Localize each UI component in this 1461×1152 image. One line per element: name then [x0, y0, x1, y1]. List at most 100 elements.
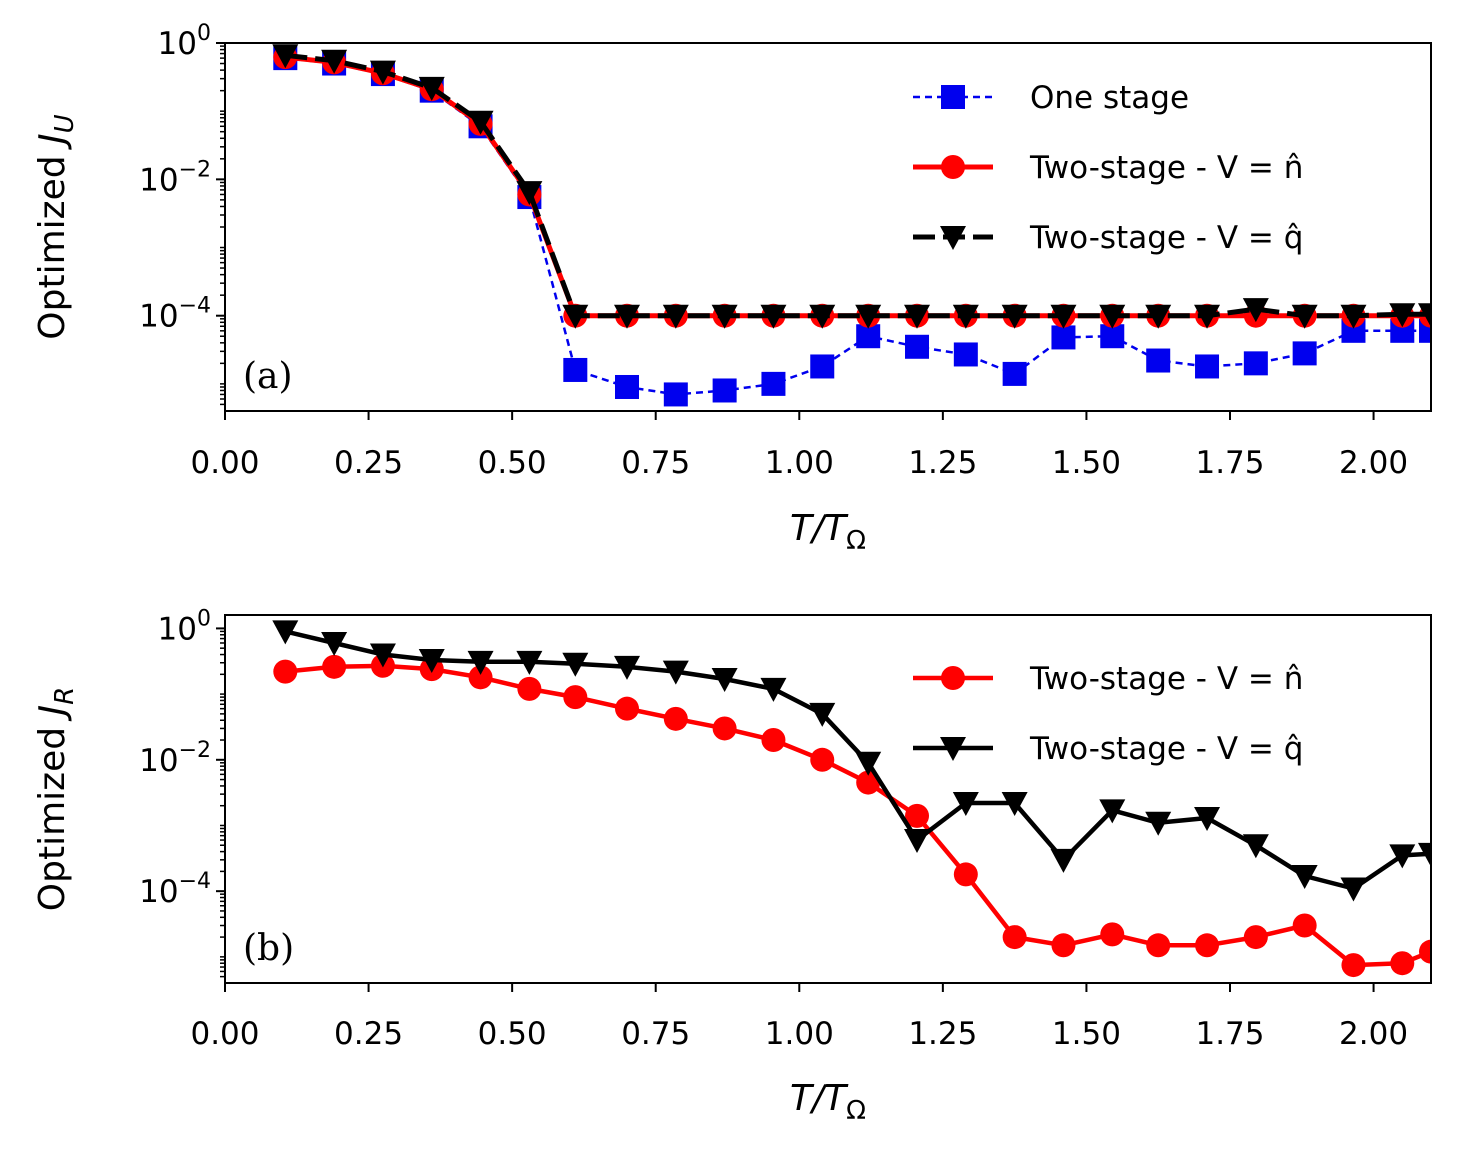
data-point: [905, 334, 930, 359]
data-point: [810, 354, 835, 379]
y-tick-label: 100: [158, 21, 211, 62]
data-point: [1291, 304, 1318, 329]
x-tick-label: 1.75: [1195, 1016, 1264, 1052]
data-point: [1002, 925, 1027, 950]
series-circle: [273, 653, 1431, 978]
legend-entry: Two-stage - V = q̂: [1029, 731, 1303, 767]
y-tick-label: 10−2: [139, 738, 211, 779]
data-point: [760, 677, 787, 702]
data-point: [711, 304, 738, 329]
data-point: [1146, 933, 1171, 958]
data-point: [711, 667, 738, 692]
legend-entry: Two-stage - V = n̂: [1029, 150, 1303, 186]
x-tick-label: 2.00: [1339, 445, 1408, 481]
legend-marker: [940, 737, 966, 761]
data-point: [1291, 865, 1318, 890]
legend: One stage Two-stage - V = n̂ Two-stage - V…: [913, 80, 1303, 256]
panel-label: (a): [243, 356, 293, 397]
data-point: [1051, 325, 1076, 350]
data-point: [1099, 799, 1126, 824]
data-point: [1002, 361, 1027, 386]
data-point: [761, 371, 786, 396]
data-point: [1390, 951, 1415, 976]
data-point: [1050, 304, 1077, 329]
series-triangle-down: [272, 620, 1431, 902]
data-point: [905, 803, 930, 828]
data-point: [760, 304, 787, 329]
data-point: [904, 829, 931, 854]
y-tick-label: 10−4: [139, 294, 211, 335]
data-point: [663, 706, 688, 731]
data-point: [369, 643, 396, 668]
data-point: [321, 631, 348, 656]
x-tick-label: 0.75: [621, 1016, 690, 1052]
data-point: [855, 751, 882, 776]
data-point: [712, 716, 737, 741]
x-axis-label: T/TΩ: [790, 1078, 866, 1126]
x-tick-label: 1.25: [908, 1016, 977, 1052]
legend-entry: Two-stage - V = n̂: [1029, 661, 1303, 697]
x-tick-label: 1.25: [908, 445, 977, 481]
data-point: [761, 728, 786, 753]
y-axis-label: Optimized JU: [32, 114, 80, 339]
legend-marker: [941, 155, 965, 179]
data-point: [562, 304, 589, 329]
data-point: [810, 747, 835, 772]
data-point: [273, 659, 298, 684]
x-tick-label: 0.00: [190, 1016, 259, 1052]
x-axis-label: T/TΩ: [790, 508, 866, 556]
data-point: [1242, 298, 1269, 323]
legend-entry: Two-stage - V = q̂: [1029, 220, 1303, 256]
panel-label: (b): [243, 928, 294, 969]
series-triangle-down: [272, 44, 1431, 329]
data-point: [1340, 877, 1367, 902]
data-point: [1194, 806, 1221, 831]
data-point: [1050, 848, 1077, 873]
legend-marker: [940, 226, 966, 250]
data-point: [516, 650, 543, 675]
data-point: [953, 862, 978, 887]
data-point: [1389, 303, 1416, 328]
data-point: [1099, 304, 1126, 329]
x-tick-label: 0.25: [334, 445, 403, 481]
series-circle: [273, 45, 1431, 328]
data-point: [615, 374, 639, 399]
data-point: [1195, 354, 1220, 379]
x-tick-label: 0.50: [478, 1016, 547, 1052]
data-point: [1146, 348, 1171, 373]
panel-b: 0.00 0.25 0.50 0.75 1.00 1.25 1.50 1.75 2.00 100 1…: [32, 606, 1432, 1126]
data-point: [615, 696, 639, 721]
data-point: [1389, 844, 1416, 869]
data-point: [904, 304, 931, 329]
data-point: [1243, 351, 1268, 376]
x-tick-label: 1.00: [765, 445, 834, 481]
legend-marker: [941, 85, 965, 109]
data-point: [1051, 933, 1076, 958]
data-point: [1419, 939, 1431, 964]
data-point: [1195, 933, 1220, 958]
x-tick-label: 0.50: [478, 445, 547, 481]
y-tick-label: 100: [158, 606, 211, 647]
data-point: [272, 44, 299, 69]
x-tick-label: 1.00: [765, 1016, 834, 1052]
legend: Two-stage - V = n̂ Two-stage - V = q̂: [913, 661, 1303, 767]
data-point: [614, 304, 640, 329]
data-point: [1243, 925, 1268, 950]
data-point: [418, 76, 445, 101]
data-point: [1001, 304, 1028, 329]
data-point: [662, 660, 689, 685]
data-point: [953, 342, 978, 367]
data-point: [712, 378, 737, 403]
data-point: [322, 654, 347, 679]
data-point: [856, 770, 881, 795]
data-point: [517, 676, 542, 701]
data-point: [1194, 304, 1221, 329]
data-point: [562, 652, 589, 677]
data-point: [952, 791, 979, 816]
data-point: [855, 304, 882, 329]
data-point: [418, 649, 445, 674]
data-point: [272, 620, 299, 645]
x-tick-label: 1.50: [1052, 1016, 1121, 1052]
data-point: [1292, 341, 1317, 366]
